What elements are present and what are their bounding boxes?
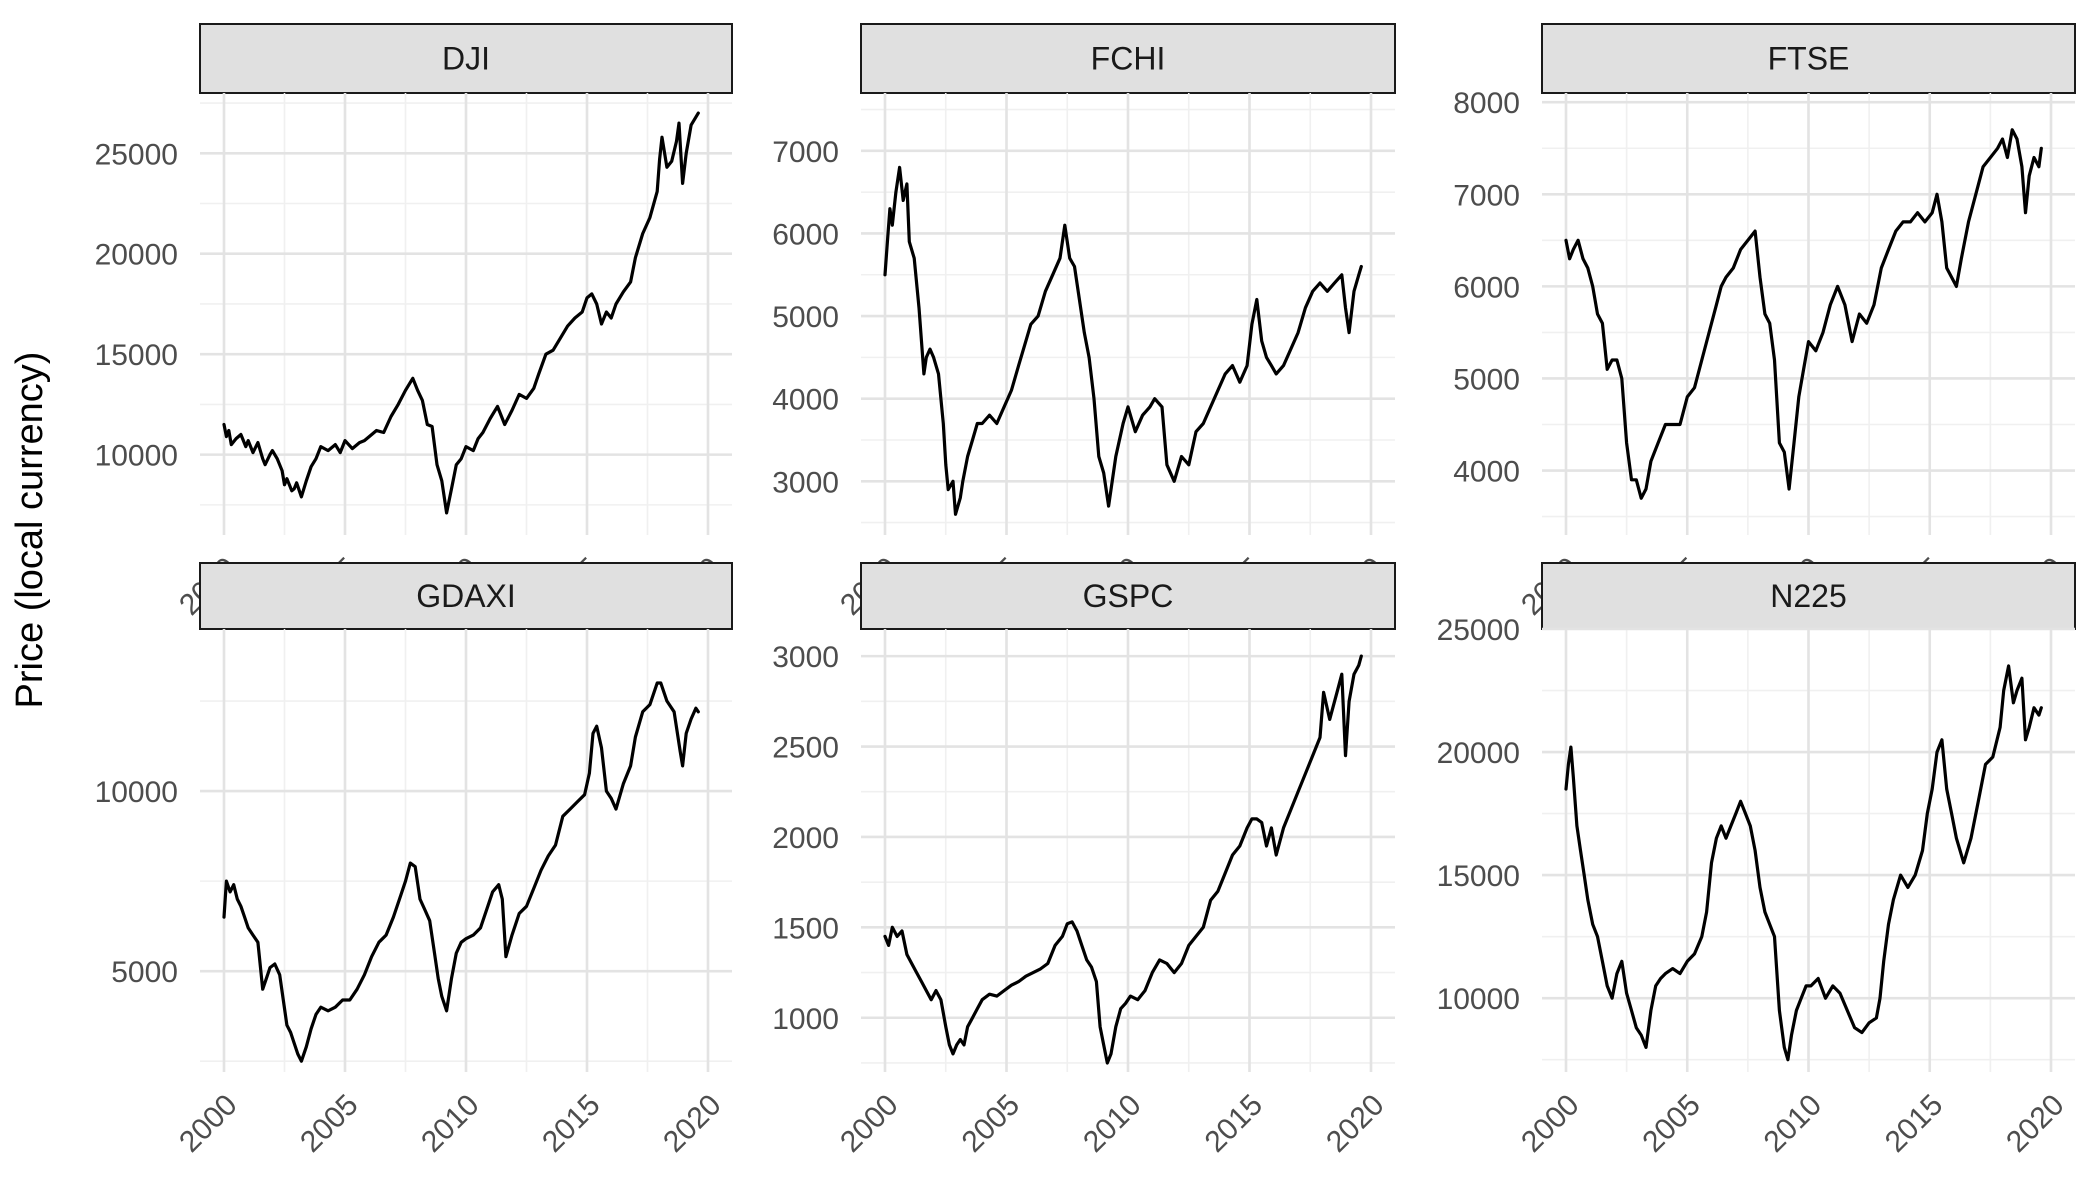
series-line-gspc (883, 654, 1363, 1065)
y-tick-label-gspc: 1000 (772, 1003, 839, 1036)
panel-title-gspc: GSPC (1083, 578, 1174, 614)
gridlines-ftse (1542, 93, 2075, 535)
y-tick-label-fchi: 6000 (772, 218, 839, 251)
gridlines-dji (200, 93, 732, 535)
y-tick-label-n225: 20000 (1437, 737, 1520, 770)
y-tick-label-dji: 15000 (95, 339, 178, 372)
y-tick-label-fchi: 7000 (772, 136, 839, 169)
y-tick-label-ftse: 4000 (1453, 456, 1520, 489)
gridlines-gdaxi (200, 629, 732, 1072)
y-tick-label-ftse: 7000 (1453, 179, 1520, 212)
facet-panels: DJI1000015000200002500020002005201020152… (95, 23, 2076, 1159)
y-tick-label-gdaxi: 10000 (95, 776, 178, 809)
series-line-n225 (1564, 664, 2043, 1062)
gridlines-gspc (861, 629, 1395, 1072)
y-tick-label-gspc: 2000 (772, 822, 839, 855)
y-tick-label-dji: 10000 (95, 440, 178, 473)
panel-title-dji: DJI (442, 41, 490, 77)
series-line-gdaxi (222, 681, 700, 1063)
panel-strip-gspc (860, 562, 1396, 630)
y-tick-label-dji: 20000 (95, 239, 178, 272)
y-tick-label-gspc: 2500 (772, 732, 839, 765)
y-tick-label-dji: 25000 (95, 138, 178, 171)
y-axis-label: Price (local currency) (9, 352, 51, 709)
series-line-fchi (883, 165, 1363, 516)
y-tick-label-ftse: 5000 (1453, 363, 1520, 396)
y-tick-label-ftse: 6000 (1453, 271, 1520, 304)
gridlines-fchi (861, 93, 1395, 535)
y-tick-label-gdaxi: 5000 (111, 956, 178, 989)
y-tick-label-fchi: 3000 (772, 466, 839, 499)
series-line-ftse (1564, 128, 2043, 500)
y-tick-label-fchi: 4000 (772, 384, 839, 417)
panel-title-gdaxi: GDAXI (416, 578, 516, 614)
y-tick-label-n225: 15000 (1437, 860, 1520, 893)
panel-title-fchi: FCHI (1091, 41, 1166, 77)
series-line-dji (222, 111, 700, 515)
panel-strip-dji (199, 23, 733, 94)
y-tick-label-n225: 25000 (1437, 614, 1520, 647)
y-tick-label-n225: 10000 (1437, 983, 1520, 1016)
panel-title-n225: N225 (1770, 578, 1847, 614)
panel-title-ftse: FTSE (1768, 41, 1850, 77)
y-tick-label-ftse: 8000 (1453, 87, 1520, 120)
y-tick-label-fchi: 5000 (772, 301, 839, 334)
y-tick-label-gspc: 1500 (772, 912, 839, 945)
y-tick-label-gspc: 3000 (772, 641, 839, 674)
panel-strip-gdaxi (199, 562, 733, 630)
panel-strip-ftse (1541, 23, 2076, 94)
panel-strip-fchi (860, 23, 1396, 94)
